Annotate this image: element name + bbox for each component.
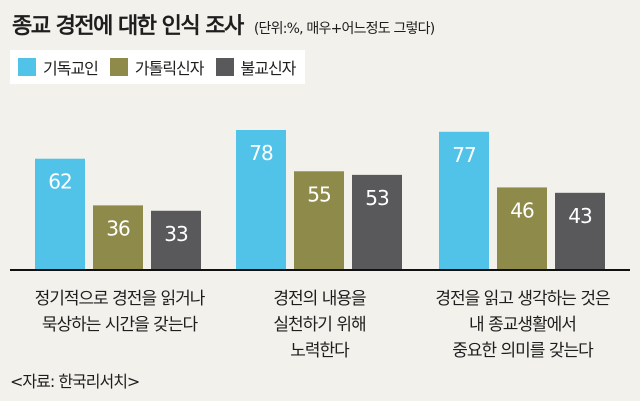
- category-label-2: 경전의 내용을 실천하기 위해 노력한다: [273, 289, 366, 361]
- value-label-buddhist-1: 33: [164, 222, 188, 246]
- category-label-3: 경전을 읽고 생각하는 것은 내 종교생활에서 중요한 의미를 갖는다: [435, 289, 610, 361]
- bar-catholic-1: [93, 205, 143, 270]
- bar-catholic-3: [497, 187, 547, 270]
- legend-label-buddhist: 불교신자: [240, 59, 297, 78]
- source-note: <자료: 한국리서치>: [10, 372, 140, 391]
- bar-christian-1: [35, 158, 85, 270]
- bar-christian-2: [236, 129, 286, 270]
- value-label-catholic-3: 46: [510, 198, 534, 222]
- legend-label-christian: 기독교인: [43, 59, 99, 78]
- bar-buddhist-1: [151, 210, 201, 270]
- legend-item-buddhist: 불교신자: [215, 55, 297, 79]
- bar-catholic-2: [294, 171, 344, 270]
- legend-swatch-christian: [18, 58, 36, 76]
- bar-christian-3: [439, 131, 489, 270]
- legend-item-christian: 기독교인: [18, 55, 99, 79]
- legend-swatch-catholic: [109, 58, 128, 76]
- legend-item-catholic: 가톨릭신자: [109, 55, 205, 79]
- legend-swatch-buddhist: [215, 58, 234, 76]
- bar-buddhist-2: [352, 174, 402, 270]
- category-label-1: 정기적으로 경전을 읽거나 묵상하는 시간을 갖는다: [34, 289, 206, 335]
- chart-title: 종교 경전에 대한 인식 조사: [12, 14, 244, 39]
- value-label-christian-3: 77: [452, 143, 476, 167]
- value-label-catholic-2: 55: [307, 182, 330, 206]
- value-label-catholic-1: 36: [106, 216, 130, 240]
- value-label-buddhist-3: 43: [568, 204, 592, 228]
- legend-label-catholic: 가톨릭신자: [134, 59, 205, 78]
- legend: 기독교인 가톨릭신자 불교신자: [10, 50, 306, 84]
- chart-subtitle: (단위:%, 매우+어느정도 그렇다): [253, 21, 435, 37]
- value-label-christian-2: 78: [249, 141, 273, 165]
- title-row: 종교 경전에 대한 인식 조사 (단위:%, 매우+어느정도 그렇다): [12, 8, 632, 40]
- value-label-buddhist-2: 53: [365, 186, 389, 210]
- bar-buddhist-3: [555, 192, 605, 270]
- value-label-christian-1: 62: [48, 170, 71, 194]
